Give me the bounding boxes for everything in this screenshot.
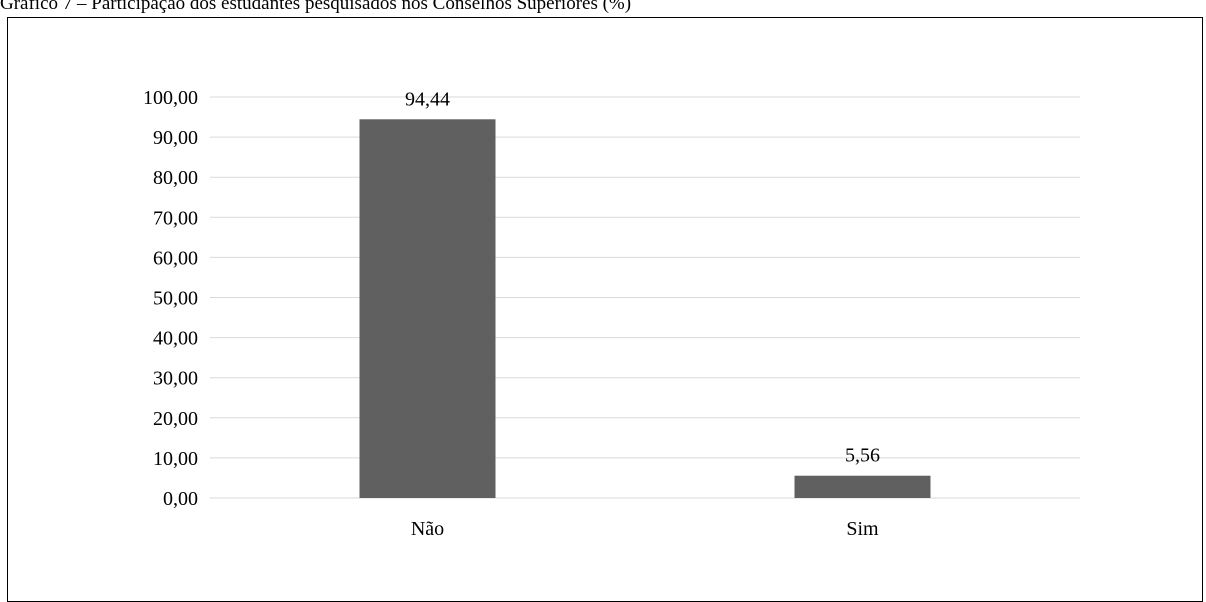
y-tick-label: 90,00 <box>153 127 198 149</box>
y-tick-label: 50,00 <box>153 288 198 310</box>
x-tick-label: Sim <box>846 518 879 540</box>
data-label: 5,56 <box>845 445 880 467</box>
bar-1 <box>359 119 496 499</box>
chart-caption: Gráfico 7 – Participação dos estudantes … <box>0 0 632 14</box>
y-tick-label: 100,00 <box>143 87 198 109</box>
y-tick-label: 30,00 <box>153 368 198 390</box>
bars <box>359 119 931 499</box>
y-tick-label: 70,00 <box>153 207 198 229</box>
gridlines <box>210 96 1080 499</box>
y-axis-tick-labels: 0,00 10,00 20,00 30,00 40,00 50,00 60,00 70,00 8… <box>143 87 198 510</box>
y-tick-label: 10,00 <box>153 448 198 470</box>
y-tick-label: 20,00 <box>153 408 198 430</box>
y-tick-label: 80,00 <box>153 167 198 189</box>
chart-frame <box>7 17 1203 602</box>
data-label: 94,44 <box>405 88 450 110</box>
y-tick-label: 40,00 <box>153 328 198 350</box>
x-tick-label: Não <box>411 518 444 540</box>
y-tick-label: 0,00 <box>163 488 198 510</box>
x-axis-tick-labels: Não Sim <box>411 518 879 540</box>
data-labels: 94,44 5,56 <box>405 88 880 466</box>
y-tick-label: 60,00 <box>153 247 198 269</box>
bar-2 <box>794 475 931 498</box>
